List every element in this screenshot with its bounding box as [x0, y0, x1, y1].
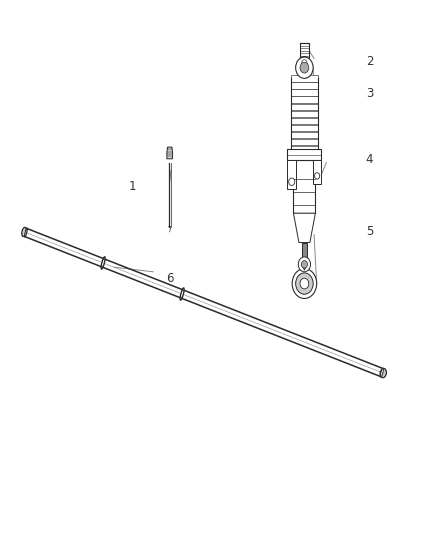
Bar [291, 139, 318, 146]
Bar [291, 96, 318, 103]
Circle shape [299, 56, 310, 69]
Bar [302, 243, 307, 264]
Circle shape [298, 257, 311, 272]
Bar [291, 125, 318, 131]
Bar [291, 132, 318, 138]
Bar [313, 160, 321, 184]
Circle shape [296, 57, 313, 78]
Bar [291, 75, 318, 82]
Text: 5: 5 [366, 225, 373, 238]
Bar [291, 90, 318, 96]
Circle shape [300, 278, 309, 289]
Circle shape [301, 261, 307, 268]
Bar [300, 43, 309, 58]
Ellipse shape [381, 368, 383, 377]
Circle shape [314, 173, 320, 179]
Ellipse shape [25, 228, 27, 237]
Ellipse shape [22, 227, 26, 237]
Polygon shape [167, 147, 173, 159]
Circle shape [289, 178, 295, 185]
Ellipse shape [180, 288, 184, 300]
Polygon shape [302, 264, 307, 270]
Text: 6: 6 [166, 272, 174, 285]
Text: 2: 2 [366, 55, 373, 68]
Text: 3: 3 [366, 87, 373, 100]
Ellipse shape [101, 257, 105, 269]
Bar [291, 103, 318, 110]
Circle shape [302, 60, 307, 66]
Text: 1: 1 [128, 180, 136, 193]
Polygon shape [293, 213, 315, 243]
Ellipse shape [380, 368, 386, 378]
Bar [291, 146, 318, 152]
Circle shape [300, 62, 309, 73]
Circle shape [296, 273, 313, 294]
Bar [287, 149, 321, 160]
Bar [291, 82, 318, 88]
Bar [293, 160, 315, 213]
Circle shape [292, 269, 317, 298]
Bar [291, 118, 318, 124]
Text: 4: 4 [366, 154, 373, 166]
Bar [291, 111, 318, 117]
Bar [287, 160, 296, 189]
